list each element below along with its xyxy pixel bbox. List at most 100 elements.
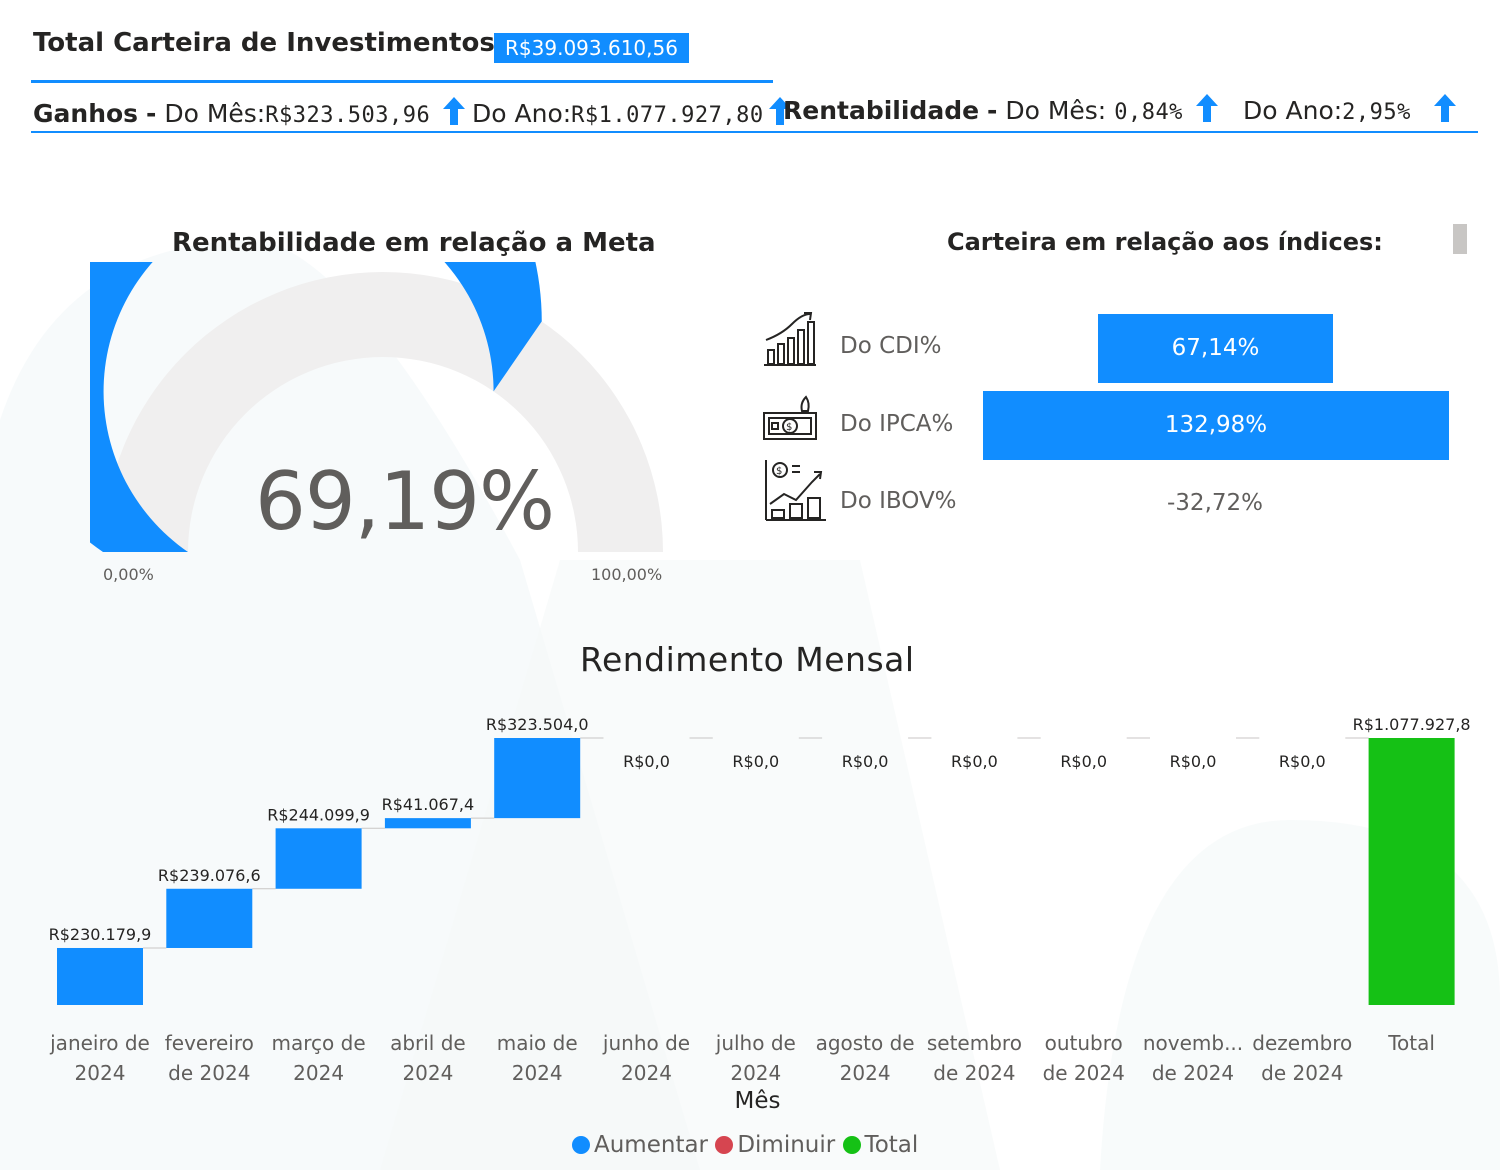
rent-ano-value: 2,95% [1342,100,1411,125]
up-arrow-icon [1433,93,1457,133]
data-label: R$0,0 [1170,752,1217,771]
data-label: R$0,0 [951,752,998,771]
svg-text:$: $ [776,466,782,477]
legend-item-diminuir[interactable]: Diminuir [715,1132,835,1158]
up-arrow-icon [768,96,792,136]
index-label-ibov: Do IBOV% [840,488,957,514]
category-label: março de [272,1031,366,1055]
header-divider [31,80,773,83]
money-inflation-icon: $ [762,395,820,449]
x-axis-title: Mês [734,1088,781,1114]
index-bar-ipca: 132,98% [983,391,1449,460]
gauge-min-label: 0,00% [103,565,154,584]
data-label: R$239.076,6 [158,866,261,885]
up-arrow-icon [1195,93,1219,133]
category-label: 2024 [621,1061,672,1085]
rent-dash: - [987,96,998,125]
portfolio-title: Total Carteira de Investimentos: [33,28,506,58]
category-label: Total [1387,1031,1435,1055]
ganhos-label: Ganhos [33,99,139,128]
gauge-value: 69,19% [255,455,555,548]
legend-dot-aumentar [572,1136,590,1154]
category-label: 2024 [293,1061,344,1085]
indices-title: Carteira em relação aos índices: [947,228,1383,256]
bar-growth-chart-icon [762,310,818,372]
legend-dot-diminuir [715,1136,734,1154]
rent-mes-label: Do Mês: [1005,96,1107,125]
legend-label: Total [864,1132,919,1158]
legend-item-aumentar[interactable]: Aumentar [572,1132,708,1158]
ganhos-ano-label: Do Ano: [472,99,572,128]
rent-label: Rentabilidade [783,96,980,125]
scrollbar-thumb[interactable] [1453,224,1467,254]
data-label: R$244.099,9 [267,805,370,824]
gauge-fill [90,262,542,552]
ganhos-kpi: Ganhos - Do Mês:R$323.503,96 [33,96,466,136]
gauge-chart [90,262,663,552]
waterfall-bar[interactable] [384,818,471,829]
ganhos-ano-value: R$1.077.927,80 [571,103,764,128]
data-label: R$1.077.927,8 [1353,715,1471,734]
data-label: R$0,0 [1060,752,1107,771]
waterfall-chart: R$230.179,9 R$239.076,6 R$244.099,9 R$41.06… [49,715,1471,1085]
category-label: 2024 [75,1061,126,1085]
category-label: de 2024 [1152,1061,1234,1085]
data-label: R$0,0 [732,752,779,771]
legend-label: Diminuir [737,1132,836,1158]
up-arrow-icon [442,96,466,136]
waterfall-bar[interactable] [1368,738,1455,1005]
category-label: de 2024 [1261,1061,1343,1085]
category-label: outubro [1045,1031,1123,1055]
ganhos-mes-value: R$323.503,96 [265,103,431,128]
category-label: agosto de [816,1031,915,1055]
category-label: julho de [715,1031,796,1055]
legend-dot-total [842,1136,861,1154]
index-bar-cdi: 67,14% [1098,314,1333,383]
data-label: R$0,0 [623,752,670,771]
kpi-divider [31,131,1478,133]
category-label: de 2024 [1043,1061,1125,1085]
waterfall-bar[interactable] [57,947,143,1005]
waterfall-bar[interactable] [166,888,253,948]
data-label: R$0,0 [1279,752,1326,771]
category-label: fevereiro [165,1031,254,1055]
index-label-cdi: Do CDI% [840,333,942,359]
legend-label: Aumentar [594,1132,709,1158]
category-label: dezembro [1252,1031,1352,1055]
ganhos-mes-label: Do Mês: [164,99,266,128]
ganhos-dash: - [146,99,157,128]
legend-item-total[interactable]: Total [842,1132,919,1158]
category-label: de 2024 [168,1061,250,1085]
waterfall-bar[interactable] [275,828,362,889]
category-label: 2024 [730,1061,781,1085]
category-label: junho de [602,1031,690,1055]
data-label: R$323.504,0 [486,715,589,734]
category-label: 2024 [402,1061,453,1085]
coin-stock-chart-icon: $ [762,458,828,528]
waterfall-bar[interactable] [494,738,581,819]
rentabilidade-kpi: Rentabilidade - Do Mês: 0,84% [783,93,1219,133]
category-label: novemb... [1143,1031,1243,1055]
rent-mes-value: 0,84% [1114,100,1183,125]
data-label: R$230.179,9 [49,925,152,944]
category-label: setembro [927,1031,1022,1055]
category-label: janeiro de [49,1031,150,1055]
ganhos-ano-kpi: Do Ano:R$1.077.927,80 [472,96,792,136]
waterfall-title: Rendimento Mensal [580,640,915,679]
svg-text:$: $ [786,422,792,433]
gauge-max-label: 100,00% [591,565,663,584]
index-value-ibov: -32,72% [1167,490,1263,516]
category-label: 2024 [840,1061,891,1085]
gauge-title: Rentabilidade em relação a Meta [172,228,656,258]
category-label: 2024 [512,1061,563,1085]
data-label: R$0,0 [842,752,889,771]
rent-ano-label: Do Ano: [1243,96,1343,125]
rentabilidade-ano-kpi: Do Ano:2,95% [1243,93,1457,133]
data-label: R$41.067,4 [382,795,475,814]
category-label: abril de [390,1031,466,1055]
index-label-ipca: Do IPCA% [840,411,954,437]
chart-legend: Aumentar Diminuir Total [572,1132,918,1158]
category-label: maio de [497,1031,578,1055]
portfolio-total-badge: R$39.093.610,56 [494,33,689,63]
category-label: de 2024 [933,1061,1015,1085]
